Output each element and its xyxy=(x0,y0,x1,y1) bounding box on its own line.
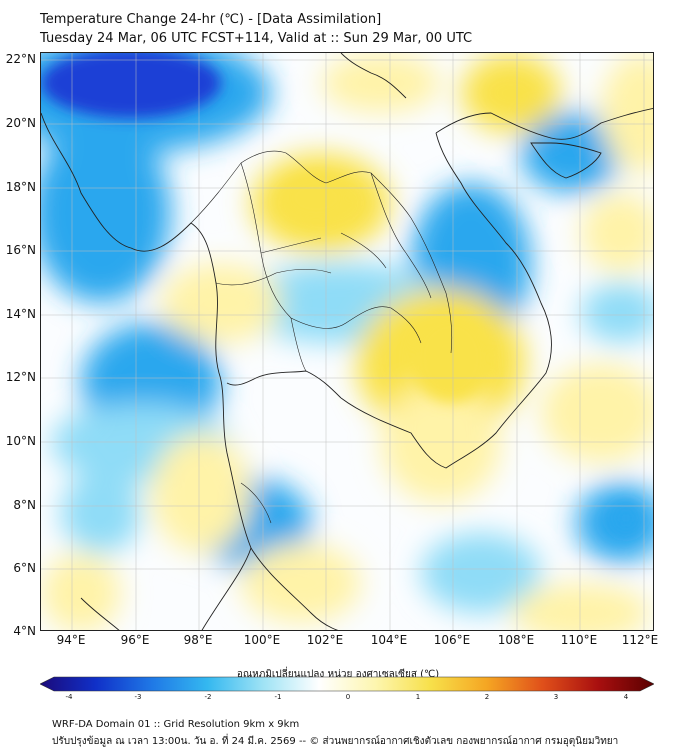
field-warm xyxy=(461,53,561,133)
lat-label: 14°N xyxy=(5,307,36,321)
lon-label: 96°E xyxy=(120,633,150,647)
field-lwarm xyxy=(241,543,361,623)
lon-label: 104°E xyxy=(370,633,408,647)
field-cool xyxy=(41,123,171,303)
colorbar xyxy=(40,676,654,692)
lat-label: 16°N xyxy=(5,243,36,257)
field-lwarm xyxy=(541,363,653,463)
lon-label: 106°E xyxy=(433,633,471,647)
field-warm xyxy=(281,173,351,223)
field-cool xyxy=(611,503,641,533)
field-warm xyxy=(411,313,491,403)
footer-model-info: WRF-DA Domain 01 :: Grid Resolution 9km … xyxy=(52,719,300,730)
field-lcool xyxy=(421,533,541,613)
field-cool xyxy=(521,113,621,193)
lat-label: 18°N xyxy=(5,180,36,194)
footer-update-info: ปรับปรุงข้อมูล ณ เวลา 13:00น. วัน อ. ที่… xyxy=(52,736,619,747)
coastlines xyxy=(41,53,653,630)
lon-label: 94°E xyxy=(56,633,86,647)
temperature-field xyxy=(41,53,653,630)
lon-label: 110°E xyxy=(560,633,598,647)
colorbar-tick: -3 xyxy=(134,693,142,701)
colorbar-tick: 2 xyxy=(484,693,490,701)
colorbar-tick: -4 xyxy=(65,693,73,701)
lat-label: 20°N xyxy=(5,116,36,130)
lat-label: 22°N xyxy=(5,52,36,66)
map-title: Temperature Change 24-hr (℃) - [Data Ass… xyxy=(40,12,382,27)
lat-label: 10°N xyxy=(5,434,36,448)
field-lwarm xyxy=(581,193,653,273)
colorbar-tick: 0 xyxy=(345,693,351,701)
temperature-change-map xyxy=(40,52,654,631)
field-lcool xyxy=(581,283,653,343)
colorbar-tick: -1 xyxy=(274,693,282,701)
field-lwarm xyxy=(511,583,651,630)
lon-label: 112°E xyxy=(621,633,659,647)
field-lwarm xyxy=(161,263,281,343)
colorbar-label: อุณหภูมิเปลี่ยนแปลง หน่วย องศาเซลเซียส (… xyxy=(236,669,440,680)
lon-label: 98°E xyxy=(183,633,213,647)
lat-label: 4°N xyxy=(13,624,36,638)
graticule xyxy=(41,53,653,630)
admin-borders xyxy=(190,150,453,524)
lon-label: 108°E xyxy=(497,633,535,647)
colorbar-tick: 1 xyxy=(415,693,421,701)
lon-label: 102°E xyxy=(306,633,344,647)
lon-label: 100°E xyxy=(243,633,281,647)
field-lwarm xyxy=(321,53,441,113)
field-lwarm xyxy=(41,553,121,630)
lat-label: 12°N xyxy=(5,370,36,384)
field-lwarm xyxy=(381,383,501,503)
lat-label: 8°N xyxy=(13,498,36,512)
colorbar-tick: -2 xyxy=(204,693,212,701)
colorbar-tick: 4 xyxy=(623,693,629,701)
field-lcool xyxy=(61,473,141,553)
field-lwarm xyxy=(151,433,251,553)
field-strong xyxy=(41,53,221,118)
map-subtitle: Tuesday 24 Mar, 06 UTC FCST+114, Valid a… xyxy=(40,31,473,46)
colorbar-tick: 3 xyxy=(553,693,559,701)
lat-label: 6°N xyxy=(13,561,36,575)
field-lwarm xyxy=(601,53,653,173)
